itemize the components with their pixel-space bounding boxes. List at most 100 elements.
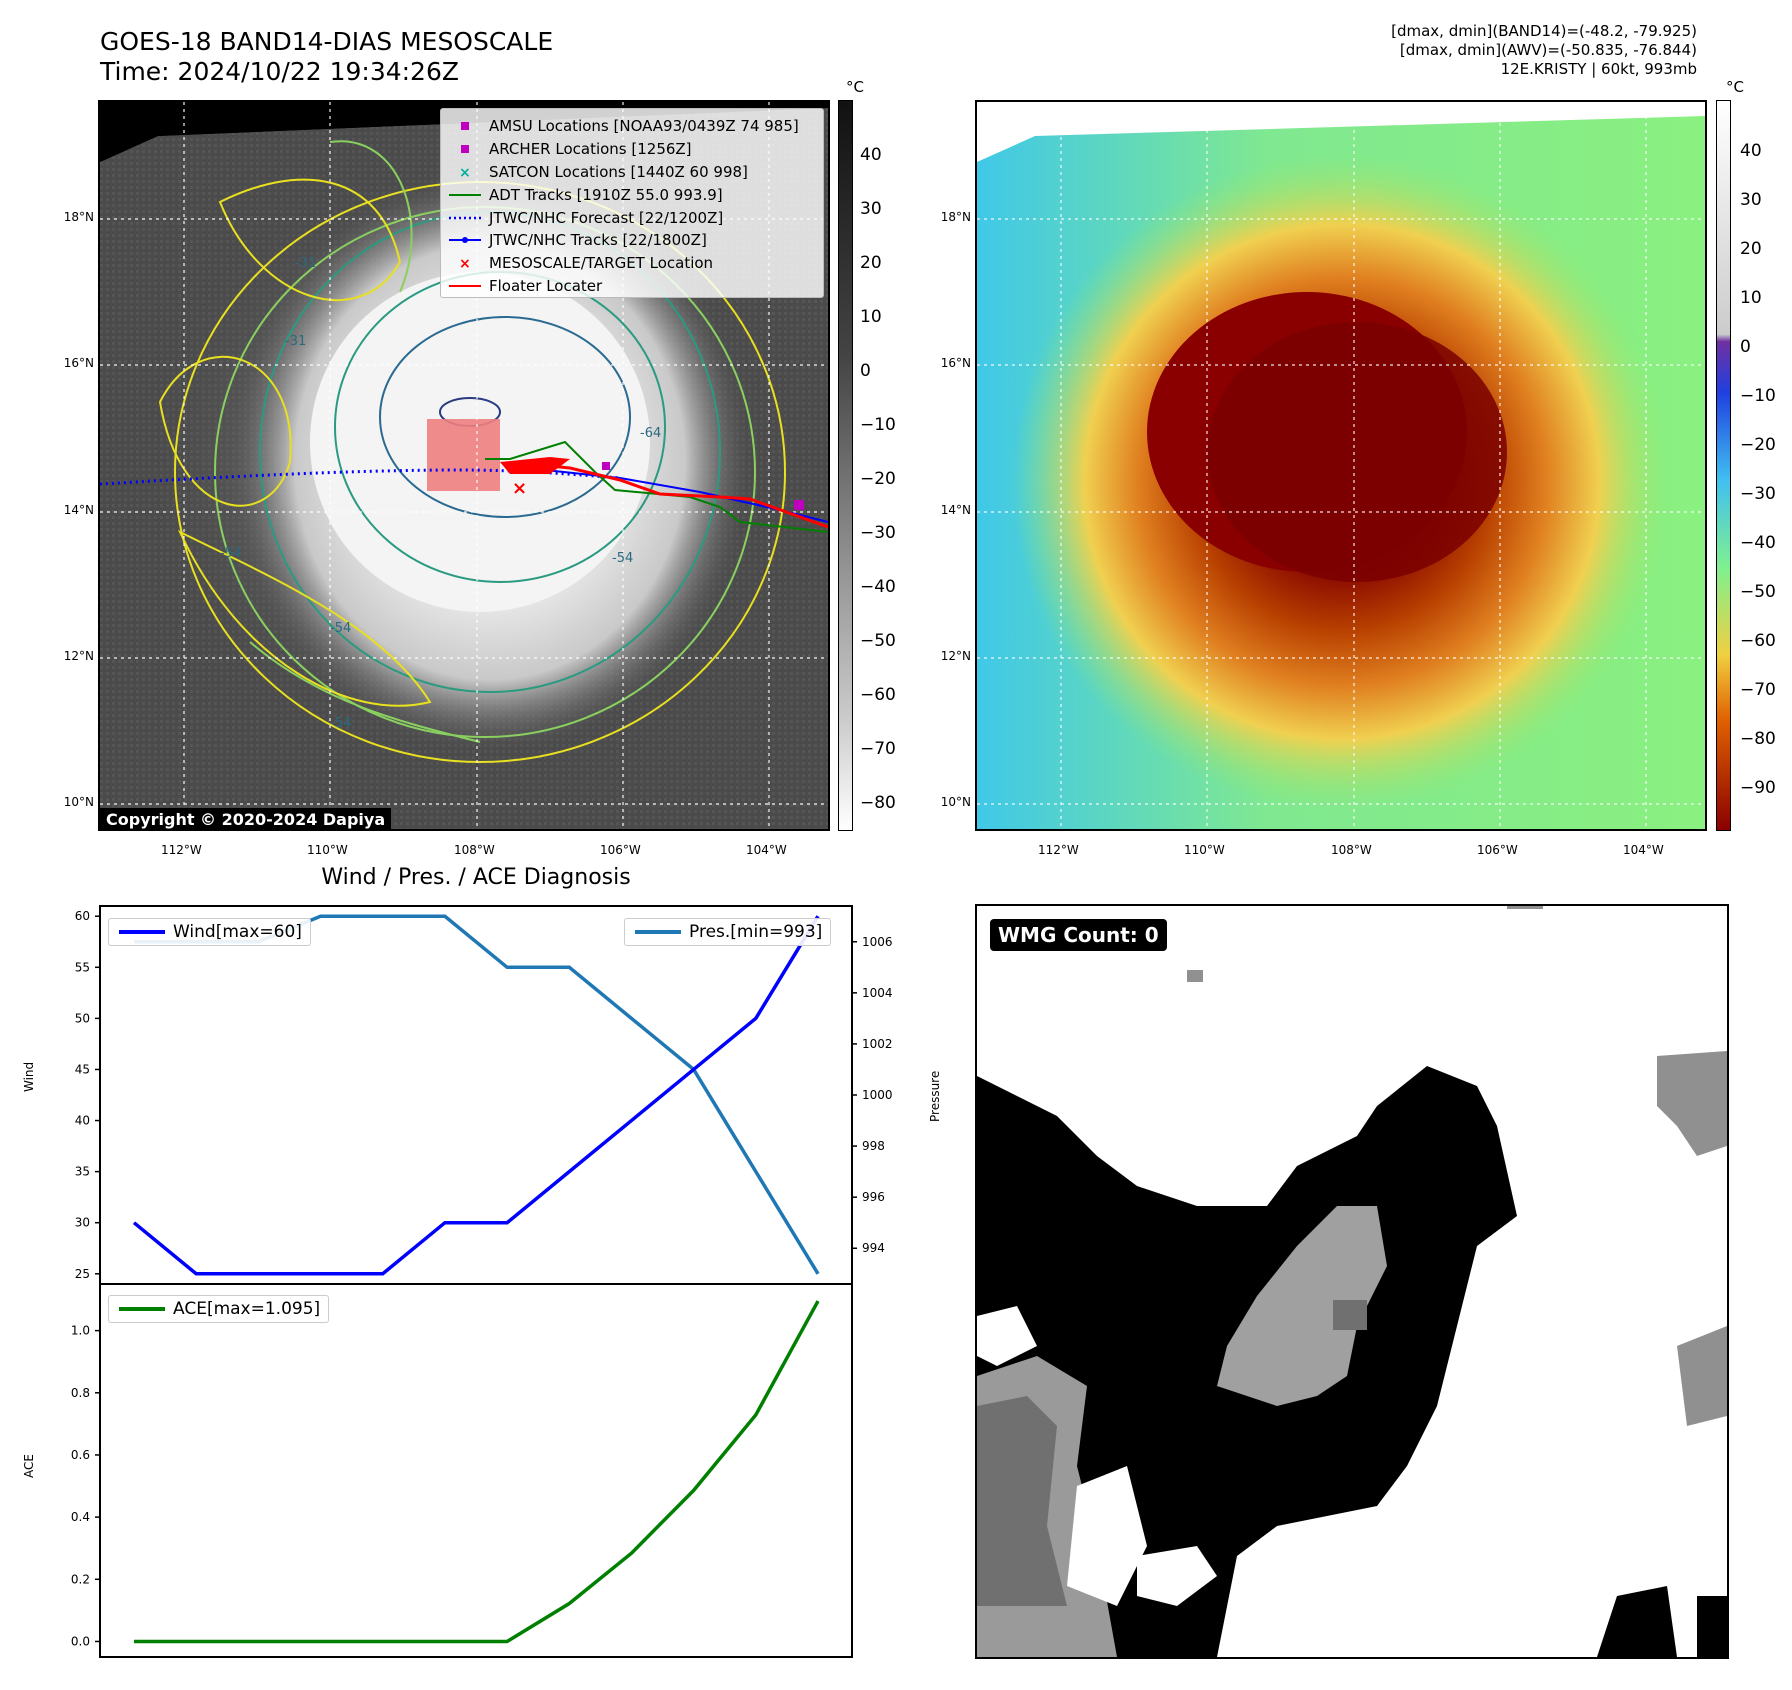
cb-tick: 30 bbox=[860, 199, 882, 219]
wind-tick-label: 25 bbox=[75, 1267, 90, 1281]
awv-imagery bbox=[977, 102, 1705, 829]
wind-series-line bbox=[132, 915, 820, 1276]
contour-label: -54 bbox=[612, 551, 633, 566]
legend-satcon: × SATCON Locations [1440Z 60 998] bbox=[449, 161, 815, 184]
cb-tick: −30 bbox=[1740, 484, 1776, 504]
awv-colorbar-ticks: 40 30 20 10 0 −10 −20 −30 −40 −50 −60 −7… bbox=[1740, 100, 1790, 831]
plot-frame bbox=[99, 1283, 853, 1658]
lat-label: 12°N bbox=[63, 649, 94, 663]
ace-tick-label: 1.0 bbox=[71, 1324, 90, 1338]
pressure-tick-label: 1000 bbox=[862, 1088, 893, 1102]
ir-lat-labels: 18°N 16°N 14°N 12°N 10°N bbox=[58, 100, 94, 831]
storm-name: 12E.KRISTY | 60kt, 993mb bbox=[1500, 60, 1697, 78]
plot-frame bbox=[99, 905, 853, 1285]
ir-colorbar-ticks: 40 30 20 10 0 −10 −20 −30 −40 −50 −60 −7… bbox=[860, 100, 920, 831]
wmg-count-badge: WMG Count: 0 bbox=[990, 919, 1167, 951]
cb-tick: 10 bbox=[860, 307, 882, 327]
pressure-tick-label: 994 bbox=[862, 1241, 885, 1255]
copyright: Copyright © 2020-2024 Dapiya bbox=[100, 808, 392, 831]
legend-amsu: AMSU Locations [NOAA93/0439Z 74 985] bbox=[449, 115, 815, 138]
lon-label: 104°W bbox=[746, 843, 787, 857]
cb-tick: −90 bbox=[1740, 778, 1776, 798]
lon-label: 108°W bbox=[454, 843, 495, 857]
awv-lon-labels: 112°W 110°W 108°W 106°W 104°W bbox=[975, 843, 1707, 859]
pressure-tick-label: 1006 bbox=[862, 935, 893, 949]
ace-legend: ACE[max=1.095] bbox=[108, 1295, 330, 1323]
contour-label: -31 bbox=[285, 334, 306, 349]
pres-legend: Pres.[min=993] bbox=[624, 918, 832, 946]
lat-label: 12°N bbox=[940, 649, 971, 663]
pressure-tick-label: 996 bbox=[862, 1190, 885, 1204]
awv-range: [dmax, dmin](AWV)=(-50.835, -76.844) bbox=[1399, 41, 1697, 59]
contour-label: -64 bbox=[640, 426, 661, 441]
title-product: GOES-18 BAND14-DIAS MESOSCALE bbox=[100, 27, 554, 56]
awv-colorbar bbox=[1716, 100, 1731, 831]
pressure-tick-label: 1002 bbox=[862, 1037, 893, 1051]
legend-archer: ARCHER Locations [1256Z] bbox=[449, 138, 815, 161]
svg-text:×: × bbox=[459, 165, 471, 179]
cb-tick: 20 bbox=[860, 253, 882, 273]
cb-tick: 10 bbox=[1740, 288, 1762, 308]
lon-label: 112°W bbox=[1038, 843, 1079, 857]
cb-tick: 40 bbox=[1740, 141, 1762, 161]
ace-tick-label: 0.8 bbox=[71, 1386, 90, 1400]
wind-tick-label: 60 bbox=[75, 909, 90, 923]
lat-label: 18°N bbox=[940, 210, 971, 224]
pressure-tick-label: 998 bbox=[862, 1139, 885, 1153]
legend-target: × MESOSCALE/TARGET Location bbox=[449, 252, 815, 275]
cb-tick: −10 bbox=[1740, 386, 1776, 406]
svg-text:×: × bbox=[459, 256, 471, 270]
cb-tick: 30 bbox=[1740, 190, 1762, 210]
ace-ylabel: ACE bbox=[22, 1454, 36, 1478]
wind-pres-plot: 25 30 35 40 45 50 55 60 994 996 998 1000 1002 1004 100… bbox=[75, 905, 893, 1285]
lat-label: 16°N bbox=[63, 356, 94, 370]
lat-label: 14°N bbox=[940, 503, 971, 517]
ace-tick-label: 0.2 bbox=[71, 1572, 90, 1586]
wind-pres-chart: 25 30 35 40 45 50 55 60 994 996 998 1000 1002 1004 100… bbox=[71, 905, 893, 1658]
cb-tick: −40 bbox=[860, 577, 896, 597]
lon-label: 112°W bbox=[161, 843, 202, 857]
legend-tracks: JTWC/NHC Tracks [22/1800Z] bbox=[449, 229, 815, 252]
pressure-series-line bbox=[134, 914, 820, 1275]
band14-range: [dmax, dmin](BAND14)=(-48.2, -79.925) bbox=[1391, 22, 1697, 40]
lat-label: 18°N bbox=[63, 210, 94, 224]
lon-label: 104°W bbox=[1623, 843, 1664, 857]
ace-tick-label: 0.6 bbox=[71, 1448, 90, 1462]
cb-tick: −50 bbox=[1740, 582, 1776, 602]
cb-tick: 0 bbox=[860, 361, 871, 381]
cb-tick: −10 bbox=[860, 415, 896, 435]
ir-legend: AMSU Locations [NOAA93/0439Z 74 985] ARC… bbox=[440, 108, 824, 298]
lon-label: 110°W bbox=[307, 843, 348, 857]
legend-forecast: JTWC/NHC Forecast [22/1200Z] bbox=[449, 206, 815, 229]
wind-tick-label: 45 bbox=[75, 1062, 90, 1076]
ace-tick-label: 0.0 bbox=[71, 1634, 90, 1648]
pressure-tick-label: 1004 bbox=[862, 986, 893, 1000]
cb-tick: −20 bbox=[1740, 435, 1776, 455]
wind-legend: Wind[max=60] bbox=[108, 918, 311, 946]
lon-label: 106°W bbox=[600, 843, 641, 857]
contour-label: -54 bbox=[330, 716, 351, 731]
cb-tick: −60 bbox=[860, 685, 896, 705]
wmg-imagery bbox=[977, 906, 1727, 1657]
wind-tick-label: 55 bbox=[75, 960, 90, 974]
contour-label: -54 bbox=[220, 546, 241, 561]
square-marker-icon bbox=[449, 142, 481, 156]
cb-tick: −40 bbox=[1740, 533, 1776, 553]
ir-colorbar-unit: °C bbox=[846, 78, 864, 96]
lat-label: 14°N bbox=[63, 503, 94, 517]
ace-plot: 0.0 0.2 0.4 0.6 0.8 1.0 bbox=[71, 1283, 853, 1658]
cb-tick: −20 bbox=[860, 469, 896, 489]
cb-tick: 40 bbox=[860, 145, 882, 165]
ace-line-icon bbox=[119, 1307, 165, 1311]
svg-text:×: × bbox=[512, 478, 527, 499]
lon-label: 110°W bbox=[1184, 843, 1225, 857]
lat-label: 10°N bbox=[940, 795, 971, 809]
cb-tick: 0 bbox=[1740, 337, 1751, 357]
cb-tick: −70 bbox=[860, 739, 896, 759]
title-time: Time: 2024/10/22 19:34:26Z bbox=[100, 57, 459, 86]
ir-colorbar bbox=[838, 100, 853, 831]
cb-tick: −30 bbox=[860, 523, 896, 543]
storm-info: [dmax, dmin](BAND14)=(-48.2, -79.925) [d… bbox=[1097, 22, 1697, 79]
dotted-line-icon bbox=[449, 211, 481, 225]
cb-tick: −70 bbox=[1740, 680, 1776, 700]
